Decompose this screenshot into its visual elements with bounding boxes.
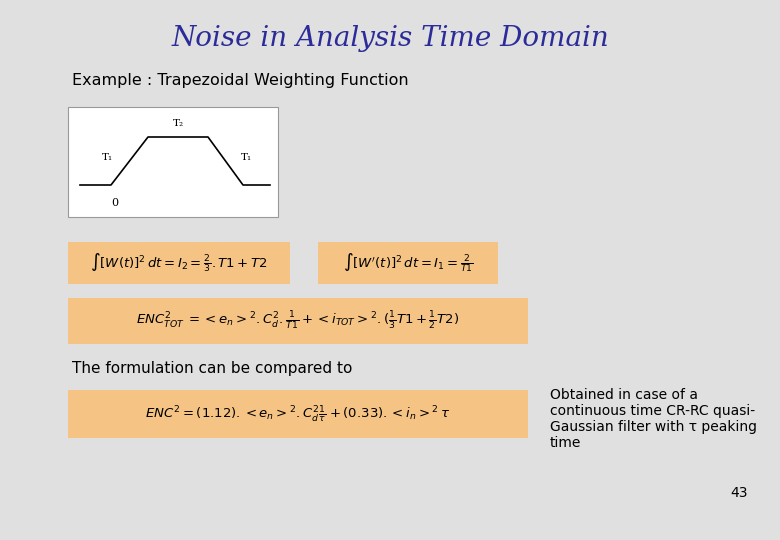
Text: time: time	[550, 436, 581, 450]
Text: The formulation can be compared to: The formulation can be compared to	[72, 361, 353, 375]
FancyBboxPatch shape	[318, 242, 498, 284]
FancyBboxPatch shape	[68, 242, 290, 284]
Text: continuous time CR-RC quasi-: continuous time CR-RC quasi-	[550, 404, 755, 418]
Text: 43: 43	[731, 486, 748, 500]
Text: $\int[W(t)]^2\,dt = I_2 = \frac{2}{3}.T1+T2$: $\int[W(t)]^2\,dt = I_2 = \frac{2}{3}.T1…	[90, 252, 268, 274]
Text: Obtained in case of a: Obtained in case of a	[550, 388, 698, 402]
Text: Noise in Analysis Time Domain: Noise in Analysis Time Domain	[171, 24, 609, 51]
Text: Example : Trapezoidal Weighting Function: Example : Trapezoidal Weighting Function	[72, 72, 409, 87]
Text: 0: 0	[112, 198, 119, 208]
Text: $ENC^2 = (1.12).<e_n>^2.C_d^2\frac{1}{\tau}+(0.33).<i_n>^2\,\tau$: $ENC^2 = (1.12).<e_n>^2.C_d^2\frac{1}{\t…	[145, 403, 451, 424]
Text: $\int[W'(t)]^2\,dt = I_1 = \frac{2}{T1}$: $\int[W'(t)]^2\,dt = I_1 = \frac{2}{T1}$	[342, 252, 473, 274]
Text: T₁: T₁	[102, 153, 113, 163]
FancyBboxPatch shape	[68, 107, 278, 217]
FancyBboxPatch shape	[68, 390, 528, 438]
FancyBboxPatch shape	[68, 298, 528, 344]
Text: $ENC^2_{TOT}\;=<e_n>^2.C_d^2.\frac{1}{T1}+<i_{TOT}>^2.(\frac{1}{3}T1+\frac{1}{2}: $ENC^2_{TOT}\;=<e_n>^2.C_d^2.\frac{1}{T1…	[136, 310, 459, 332]
Text: Gaussian filter with τ peaking: Gaussian filter with τ peaking	[550, 420, 757, 434]
Text: T₁: T₁	[241, 153, 252, 163]
Text: T₂: T₂	[172, 119, 183, 129]
